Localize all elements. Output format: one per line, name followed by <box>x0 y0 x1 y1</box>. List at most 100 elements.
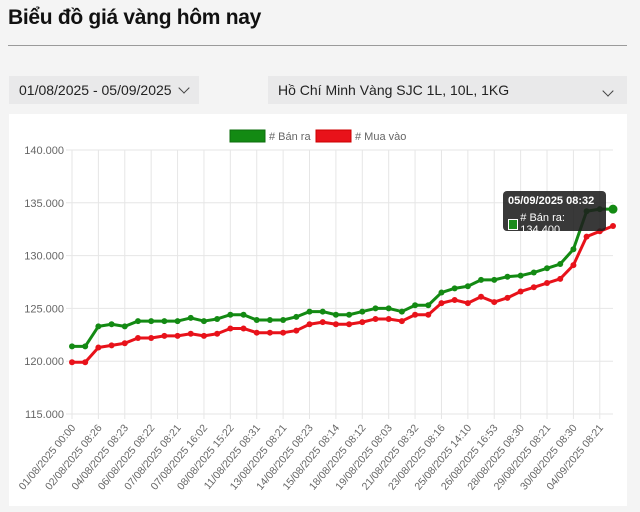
series-line-mua-vao <box>72 224 614 364</box>
data-point <box>517 288 524 295</box>
location-select[interactable]: Hồ Chí Minh Vàng SJC 1L, 10L, 1KG <box>268 76 627 104</box>
data-point <box>464 300 471 307</box>
data-point <box>608 204 618 214</box>
data-point <box>438 300 445 307</box>
data-point <box>478 276 485 283</box>
data-point <box>227 311 234 318</box>
data-point <box>69 359 75 366</box>
tooltip-title: 05/09/2025 08:32 <box>508 195 595 207</box>
page-title: Biểu đồ giá vàng hôm nay <box>8 6 262 29</box>
data-point <box>280 317 287 324</box>
data-point <box>240 311 247 318</box>
data-point <box>148 334 155 341</box>
data-point <box>372 305 379 312</box>
data-point <box>359 319 366 326</box>
y-tick-label: 140.000 <box>24 145 64 157</box>
y-tick-label: 130.000 <box>24 251 64 263</box>
data-point <box>412 302 419 309</box>
data-point <box>148 318 155 325</box>
data-point <box>385 305 392 312</box>
data-point <box>530 284 537 291</box>
data-point <box>266 317 273 324</box>
data-point <box>544 280 551 287</box>
y-tick-label: 115.000 <box>25 409 64 421</box>
data-point <box>478 293 485 300</box>
tooltip-label: # Bán ra: 134.400 <box>520 212 565 236</box>
chart-card <box>9 114 627 506</box>
data-point <box>121 340 128 347</box>
data-point <box>134 318 141 325</box>
data-point <box>319 319 326 326</box>
data-point <box>425 311 432 318</box>
data-point <box>451 296 458 303</box>
data-point <box>570 246 577 253</box>
data-point <box>293 313 300 320</box>
data-point <box>69 343 75 350</box>
data-point <box>200 332 207 339</box>
data-point <box>504 294 511 301</box>
data-point <box>95 344 102 351</box>
data-point <box>187 330 194 337</box>
data-point <box>174 318 181 325</box>
data-point <box>610 223 616 230</box>
data-point <box>491 299 498 306</box>
data-point <box>214 330 221 337</box>
data-point <box>266 329 273 336</box>
data-point <box>214 315 221 322</box>
data-point <box>425 302 432 309</box>
data-point <box>583 233 590 240</box>
data-point <box>306 321 313 328</box>
data-point <box>398 318 405 325</box>
legend-swatch <box>315 129 352 143</box>
data-point <box>280 329 287 336</box>
data-point <box>240 325 247 332</box>
data-point <box>187 314 194 321</box>
data-point <box>346 321 353 328</box>
data-point <box>95 323 102 330</box>
data-point <box>491 276 498 283</box>
y-tick-label: 135.000 <box>24 198 64 210</box>
data-point <box>557 275 564 282</box>
data-point <box>253 329 260 336</box>
data-point <box>82 359 89 366</box>
data-point <box>504 273 511 280</box>
y-tick-label: 125.000 <box>24 303 64 315</box>
data-point <box>108 342 115 349</box>
data-point <box>570 262 577 269</box>
data-point <box>359 308 366 315</box>
data-point <box>464 283 471 290</box>
data-point <box>161 332 168 339</box>
chart-tooltip: 05/09/2025 08:32 # Bán ra: 134.400 <box>503 191 606 236</box>
data-point <box>530 269 537 276</box>
data-point <box>253 317 260 324</box>
date-range-value: 01/08/2025 - 05/09/2025 <box>19 82 172 98</box>
data-point <box>372 315 379 322</box>
data-point <box>346 311 353 318</box>
data-point <box>557 261 564 268</box>
data-point <box>121 323 128 330</box>
legend-label: # Bán ra <box>269 131 311 143</box>
data-point <box>438 289 445 296</box>
data-point <box>517 272 524 279</box>
data-point <box>293 327 300 334</box>
data-point <box>134 334 141 341</box>
data-point <box>161 318 168 325</box>
data-point <box>174 332 181 339</box>
data-point <box>227 325 234 332</box>
location-value: Hồ Chí Minh Vàng SJC 1L, 10L, 1KG <box>278 82 510 98</box>
title-divider <box>8 45 627 46</box>
data-point <box>108 321 115 328</box>
legend-swatch <box>229 129 266 143</box>
data-point <box>451 285 458 292</box>
data-point <box>398 308 405 315</box>
data-point <box>412 311 419 318</box>
data-point <box>385 315 392 322</box>
data-point <box>306 308 313 315</box>
legend-label: # Mua vào <box>355 131 406 143</box>
y-tick-label: 120.000 <box>24 356 64 368</box>
data-point <box>544 265 551 272</box>
data-point <box>82 343 89 350</box>
data-point <box>332 321 339 328</box>
date-range-select[interactable]: 01/08/2025 - 05/09/2025 <box>9 76 199 104</box>
